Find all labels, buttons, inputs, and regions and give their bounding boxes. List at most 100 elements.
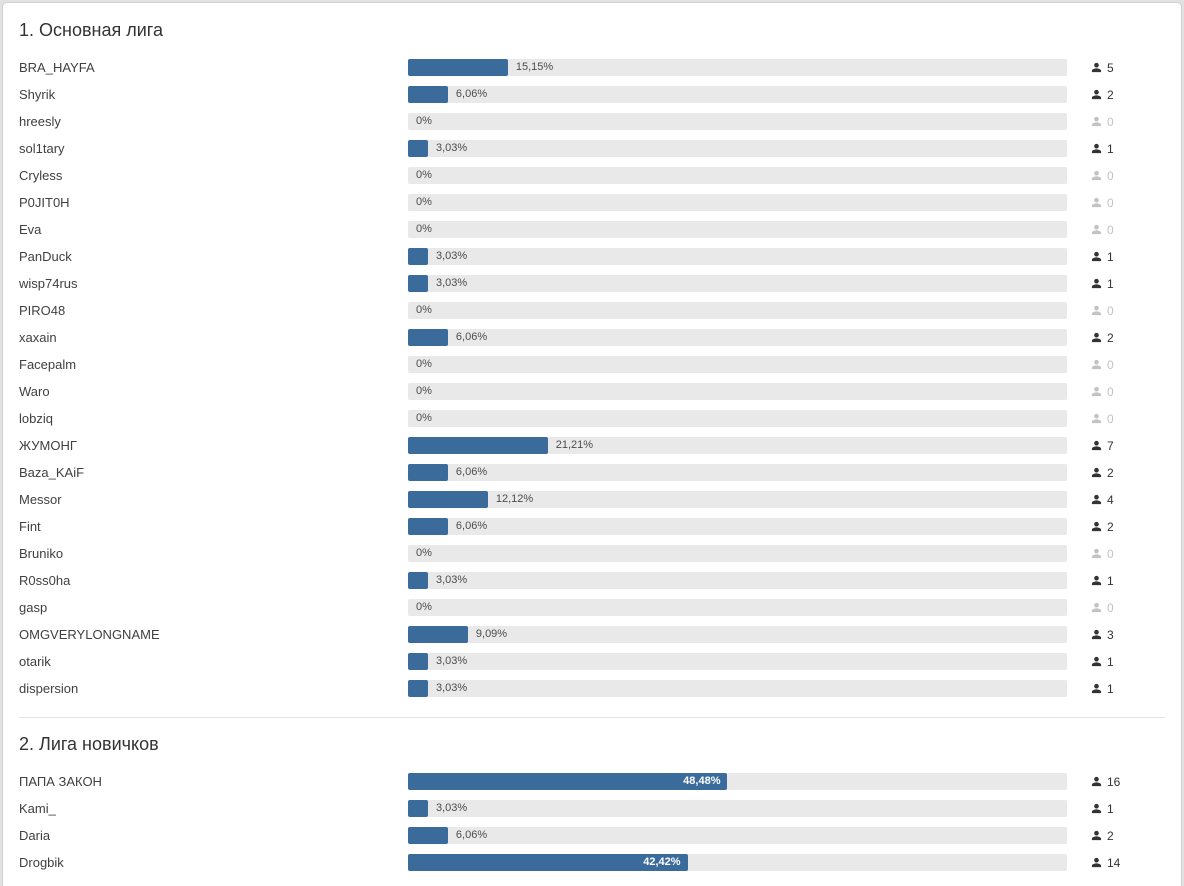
vote-count-value: 1 bbox=[1107, 654, 1114, 669]
vote-percentage: 6,06% bbox=[455, 466, 488, 478]
vote-bar-track: 0% bbox=[408, 194, 1067, 211]
vote-percentage: 6,06% bbox=[455, 829, 488, 841]
vote-percentage: 0% bbox=[416, 223, 432, 235]
vote-bar-track: 9,09% bbox=[408, 626, 1067, 643]
vote-bar-track: 3,03% bbox=[408, 653, 1067, 670]
option-name: Facepalm bbox=[19, 357, 77, 372]
vote-count-value: 14 bbox=[1107, 855, 1121, 870]
vote-bar-track: 6,06% bbox=[408, 86, 1067, 103]
vote-bar-track: 0% bbox=[408, 167, 1067, 184]
poll-option-row: Eva 0% 0 bbox=[17, 216, 1167, 243]
vote-count-value: 0 bbox=[1107, 168, 1114, 183]
vote-bar-track: 3,03% bbox=[408, 800, 1067, 817]
vote-percentage: 6,06% bbox=[455, 331, 488, 343]
vote-bar-fill bbox=[408, 59, 508, 76]
vote-count: 4 bbox=[1067, 493, 1165, 507]
user-icon bbox=[1091, 683, 1102, 694]
user-icon bbox=[1091, 803, 1102, 814]
vote-bar-track: 15,15% bbox=[408, 59, 1067, 76]
vote-count: 0 bbox=[1067, 358, 1165, 372]
user-icon bbox=[1091, 386, 1102, 397]
poll-option-row: Drogbik 42,42% 14 bbox=[17, 849, 1167, 876]
option-name: R0ss0ha bbox=[19, 573, 71, 588]
vote-percentage: 3,03% bbox=[435, 655, 468, 667]
option-name: Kami_ bbox=[19, 801, 56, 816]
poll-option-row: PIRO48 0% 0 bbox=[17, 297, 1167, 324]
vote-bar-track: 0% bbox=[408, 383, 1067, 400]
vote-percentage: 15,15% bbox=[515, 61, 554, 73]
vote-bar-track: 6,06% bbox=[408, 518, 1067, 535]
vote-bar-track: 3,03% bbox=[408, 680, 1067, 697]
vote-count-value: 4 bbox=[1107, 492, 1114, 507]
option-name: gasp bbox=[19, 600, 48, 615]
user-icon bbox=[1091, 629, 1102, 640]
poll-option-row: Kami_ 3,03% 1 bbox=[17, 795, 1167, 822]
vote-bar-fill bbox=[408, 518, 448, 535]
vote-count: 2 bbox=[1067, 331, 1165, 345]
user-icon bbox=[1091, 332, 1102, 343]
option-name: P0JIT0H bbox=[19, 195, 70, 210]
vote-count: 7 bbox=[1067, 439, 1165, 453]
poll-option-row: gasp 0% 0 bbox=[17, 594, 1167, 621]
vote-count-value: 16 bbox=[1107, 774, 1121, 789]
vote-count-value: 7 bbox=[1107, 438, 1114, 453]
poll-option-row: Daria 6,06% 2 bbox=[17, 822, 1167, 849]
user-icon bbox=[1091, 467, 1102, 478]
vote-count: 1 bbox=[1067, 574, 1165, 588]
vote-bar-track: 0% bbox=[408, 302, 1067, 319]
vote-count: 0 bbox=[1067, 412, 1165, 426]
poll-options-list-novice: ПАПА ЗАКОН 48,48% 16 Kami_ 3,03% 1 Daria bbox=[17, 768, 1167, 876]
option-name: PIRO48 bbox=[19, 303, 66, 318]
vote-count-value: 2 bbox=[1107, 330, 1114, 345]
vote-percentage: 0% bbox=[416, 358, 432, 370]
vote-bar-track: 42,42% bbox=[408, 854, 1067, 871]
vote-bar-fill bbox=[408, 248, 428, 265]
vote-count-value: 1 bbox=[1107, 141, 1114, 156]
vote-count: 0 bbox=[1067, 385, 1165, 399]
option-name: lobziq bbox=[19, 411, 53, 426]
poll-option-row: sol1tary 3,03% 1 bbox=[17, 135, 1167, 162]
vote-bar-track: 3,03% bbox=[408, 248, 1067, 265]
vote-count: 0 bbox=[1067, 169, 1165, 183]
vote-bar-track: 0% bbox=[408, 599, 1067, 616]
user-icon bbox=[1091, 521, 1102, 532]
vote-bar-track: 0% bbox=[408, 410, 1067, 427]
user-icon bbox=[1091, 440, 1102, 451]
user-icon bbox=[1091, 656, 1102, 667]
league-section-novice: 2. Лига новичков ПАПА ЗАКОН 48,48% 16 Ka… bbox=[17, 731, 1167, 876]
vote-bar-fill bbox=[408, 464, 448, 481]
vote-percentage: 9,09% bbox=[475, 628, 508, 640]
poll-option-row: xaxain 6,06% 2 bbox=[17, 324, 1167, 351]
vote-percentage: 3,03% bbox=[435, 802, 468, 814]
vote-count: 5 bbox=[1067, 61, 1165, 75]
option-name: Eva bbox=[19, 222, 42, 237]
option-name: hreesly bbox=[19, 114, 61, 129]
vote-bar-track: 6,06% bbox=[408, 464, 1067, 481]
option-name: dispersion bbox=[19, 681, 79, 696]
option-name: wisp74rus bbox=[19, 276, 78, 291]
vote-count-value: 5 bbox=[1107, 60, 1114, 75]
user-icon bbox=[1091, 62, 1102, 73]
vote-count-value: 2 bbox=[1107, 465, 1114, 480]
vote-bar-fill bbox=[408, 626, 468, 643]
vote-count-value: 0 bbox=[1107, 303, 1114, 318]
section-title-main: 1. Основная лига bbox=[19, 20, 163, 40]
user-icon bbox=[1091, 143, 1102, 154]
vote-bar-track: 21,21% bbox=[408, 437, 1067, 454]
vote-count-value: 1 bbox=[1107, 573, 1114, 588]
vote-count: 3 bbox=[1067, 628, 1165, 642]
vote-bar-track: 3,03% bbox=[408, 572, 1067, 589]
vote-count: 1 bbox=[1067, 250, 1165, 264]
vote-bar-track: 3,03% bbox=[408, 275, 1067, 292]
poll-option-row: Waro 0% 0 bbox=[17, 378, 1167, 405]
user-icon bbox=[1091, 413, 1102, 424]
vote-bar-fill bbox=[408, 329, 448, 346]
user-icon bbox=[1091, 116, 1102, 127]
vote-count-value: 0 bbox=[1107, 222, 1114, 237]
vote-percentage: 48,48% bbox=[683, 775, 721, 787]
poll-option-row: ПАПА ЗАКОН 48,48% 16 bbox=[17, 768, 1167, 795]
vote-percentage: 21,21% bbox=[555, 439, 594, 451]
option-name: Waro bbox=[19, 384, 50, 399]
vote-count-value: 0 bbox=[1107, 195, 1114, 210]
